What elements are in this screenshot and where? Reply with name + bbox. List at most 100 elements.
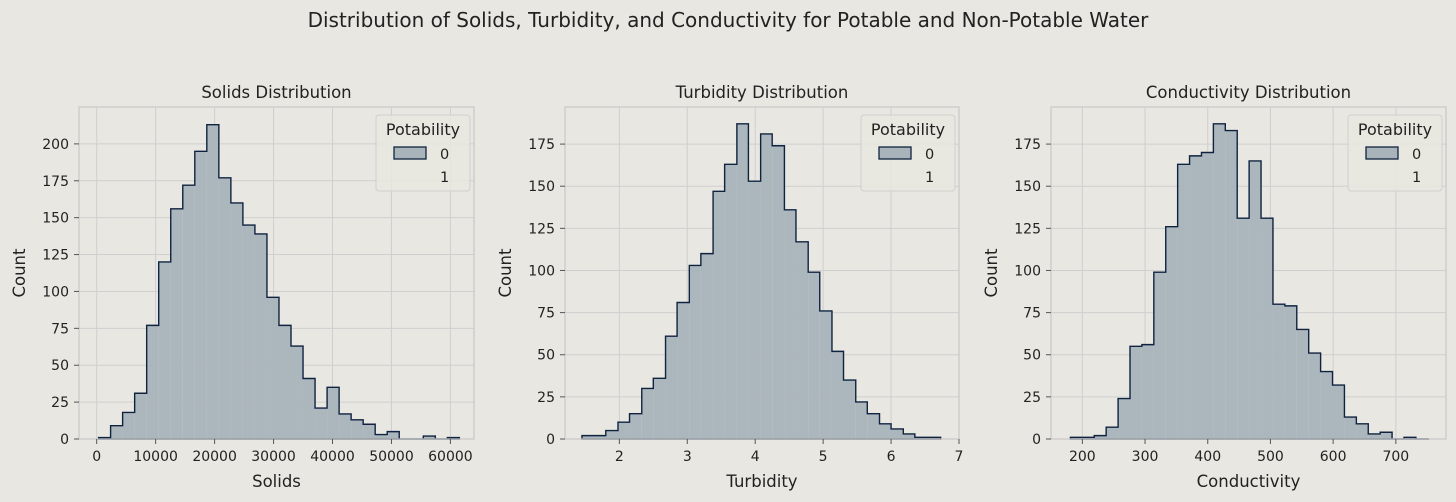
conductivity-bar-25 <box>1368 433 1381 439</box>
solids-bar-27 <box>423 436 436 439</box>
conductivity-bar-15 <box>1249 160 1262 439</box>
turbidity-ytick-label-3: 75 <box>537 306 555 322</box>
solids-bar-19 <box>327 387 340 439</box>
turbidity-bar-28 <box>914 437 928 439</box>
turbidity-bar-16 <box>772 145 785 440</box>
conductivity-bar-21 <box>1320 371 1333 439</box>
solids-bar-15 <box>278 325 292 439</box>
conductivity-bar-8 <box>1165 226 1178 439</box>
solids-xtick-label-3: 30000 <box>251 449 296 465</box>
solids-bar-3 <box>134 393 147 439</box>
solids-xtick-label-1: 10000 <box>133 449 178 465</box>
solids-ytick-label-1: 25 <box>51 395 69 411</box>
conductivity-bar-23 <box>1344 417 1357 439</box>
solids-bar-1 <box>110 425 123 439</box>
solids-title: Solids Distribution <box>201 83 351 102</box>
conductivity-bar-26 <box>1380 432 1393 439</box>
conductivity-bar-4 <box>1118 398 1130 439</box>
conductivity-legend: Potability 0 1 <box>1347 114 1443 192</box>
solids-legend-entry-1: 1 <box>440 170 449 186</box>
turbidity-xtick-label-5: 7 <box>955 449 964 465</box>
conductivity-xtick-label-1: 300 <box>1132 449 1159 465</box>
turbidity-bar-9 <box>689 265 701 439</box>
solids-xtick-label-6: 60000 <box>428 449 473 465</box>
conductivity-bar-0 <box>1070 437 1083 439</box>
conductivity-legend-swatch-0 <box>1365 146 1399 160</box>
turbidity-bar-17 <box>784 209 796 439</box>
turbidity-xtick-label-0: 2 <box>615 449 624 465</box>
conductivity-bar-2 <box>1094 435 1107 439</box>
solids-bar-20 <box>339 413 352 439</box>
conductivity-ytick-label-7: 175 <box>1014 137 1041 153</box>
solids-bar-17 <box>303 378 316 439</box>
turbidity-ytick-label-7: 175 <box>528 137 555 153</box>
turbidity-ytick-label-0: 0 <box>546 432 555 448</box>
turbidity-axes-frame <box>564 106 960 440</box>
turbidity-bar-12 <box>724 164 737 439</box>
conductivity-xtick-label-5: 700 <box>1382 449 1409 465</box>
conductivity-ytick-label-2: 50 <box>1023 348 1041 364</box>
conductivity-legend-entry-0: 0 <box>1412 147 1421 163</box>
turbidity-bar-13 <box>736 123 749 440</box>
turbidity-bar-11 <box>713 191 725 439</box>
solids-bar-13 <box>254 233 267 439</box>
conductivity-ytick-label-5: 125 <box>1014 221 1041 237</box>
turbidity-bar-8 <box>677 302 690 439</box>
solids-bar-18 <box>315 408 328 439</box>
turbidity-bar-22 <box>843 380 856 439</box>
conductivity-bar-14 <box>1237 218 1250 439</box>
turbidity-bar-4 <box>629 413 642 439</box>
turbidity-bar-20 <box>819 310 832 439</box>
turbidity-ylabel: Count <box>496 248 515 298</box>
solids-ytick-label-6: 150 <box>42 211 69 227</box>
conductivity-bar-5 <box>1130 346 1142 439</box>
turbidity-bar-0 <box>581 435 595 439</box>
solids-xtick-label-0: 0 <box>92 449 101 465</box>
conductivity-ylabel: Count <box>982 248 1001 298</box>
conductivity-bar-28 <box>1403 437 1416 439</box>
solids-bar-6 <box>170 208 183 439</box>
turbidity-bar-7 <box>665 336 678 439</box>
conductivity-ytick-label-3: 75 <box>1023 306 1041 322</box>
solids-xtick-label-4: 40000 <box>310 449 355 465</box>
solids-bar-24 <box>387 431 400 439</box>
conductivity-step-outline <box>1069 123 1430 440</box>
conductivity-bar-9 <box>1177 164 1190 439</box>
turbidity-bar-5 <box>641 388 654 439</box>
turbidity-xlabel: Turbidity <box>725 472 797 491</box>
conductivity-bar-13 <box>1225 130 1238 439</box>
conductivity-ytick-label-4: 100 <box>1014 263 1041 279</box>
turbidity-ytick-label-6: 150 <box>528 179 555 195</box>
solids-step-outline <box>97 124 461 440</box>
turbidity-bar-21 <box>831 351 844 439</box>
solids-bar-22 <box>363 424 376 439</box>
solids-ylabel: Count <box>10 248 29 298</box>
turbidity-bar-19 <box>808 272 820 439</box>
turbidity-legend-entry-0: 0 <box>925 147 934 163</box>
turbidity-legend-swatch-0 <box>878 146 912 160</box>
turbidity-panel: 0 25 50 75 100 125 150 175 2 3 4 5 6 7 Turbidity Distr… <box>496 83 963 491</box>
turbidity-legend-entry-1: 1 <box>925 170 934 186</box>
solids-ytick-label-2: 50 <box>51 358 69 374</box>
turbidity-xtick-label-1: 3 <box>683 449 692 465</box>
conductivity-bar-10 <box>1189 155 1202 439</box>
conductivity-bar-17 <box>1272 304 1285 439</box>
solids-legend: Potability 0 1 <box>375 114 471 192</box>
turbidity-bar-6 <box>653 378 666 439</box>
turbidity-bar-29 <box>927 437 941 439</box>
turbidity-xtick-label-2: 4 <box>751 449 760 465</box>
conductivity-bar-18 <box>1284 305 1297 439</box>
solids-bar-14 <box>266 297 279 439</box>
conductivity-bar-11 <box>1201 152 1214 439</box>
solids-bar-2 <box>122 412 135 439</box>
turbidity-bar-15 <box>760 133 773 439</box>
conductivity-xtick-label-0: 200 <box>1069 449 1096 465</box>
solids-bar-9 <box>206 124 219 439</box>
solids-xlabel: Solids <box>252 472 301 491</box>
conductivity-legend-entry-1: 1 <box>1412 170 1421 186</box>
turbidity-bar-2 <box>605 430 618 439</box>
conductivity-legend-title: Potability <box>1358 120 1432 139</box>
conductivity-ytick-label-0: 0 <box>1032 432 1041 448</box>
conductivity-bar-7 <box>1153 272 1166 439</box>
solids-bar-10 <box>218 177 231 439</box>
